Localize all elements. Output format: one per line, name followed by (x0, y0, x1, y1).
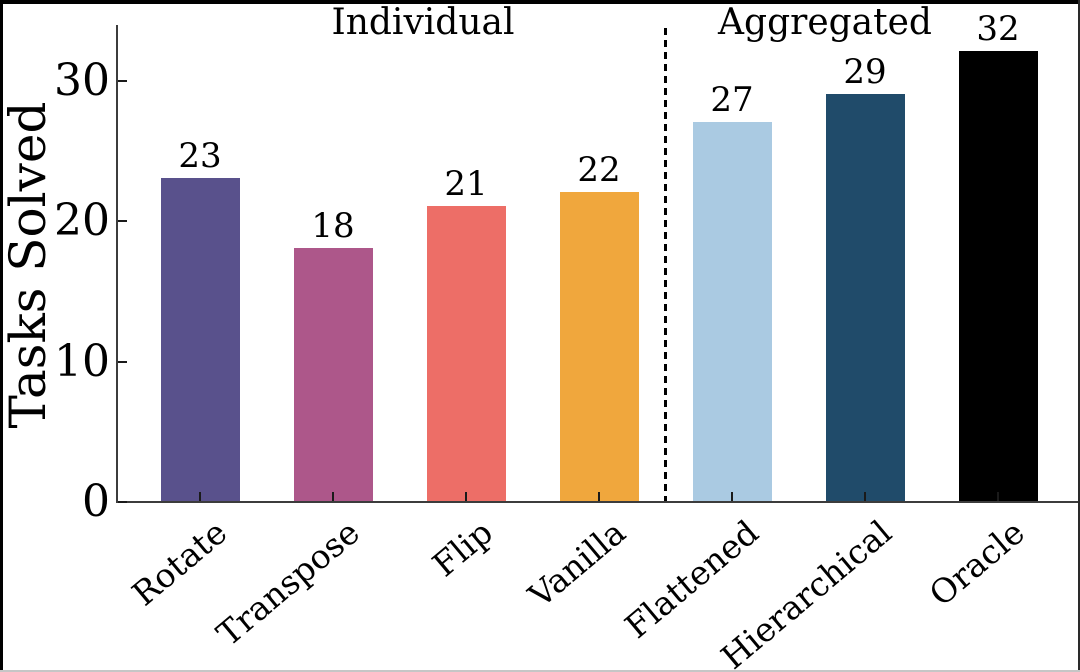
bar-flip (426, 206, 506, 501)
x-tick-label-flip: Flip (424, 512, 500, 585)
y-tick-mark-30 (118, 79, 127, 82)
bar-flattened (692, 122, 772, 501)
x-tick-label-rotate: Rotate (124, 512, 234, 614)
x-tick-label-oracle: Oracle (921, 512, 1032, 614)
bar-value-label-hierarchical: 29 (843, 52, 887, 92)
x-tick-mark-vanilla (598, 492, 600, 501)
x-axis-line (116, 501, 1078, 503)
bar-vanilla (559, 192, 639, 501)
bar-value-label-transpose: 18 (311, 206, 355, 246)
bar-oracle (958, 51, 1038, 501)
y-tick-mark-10 (118, 360, 127, 363)
y-axis-spine (116, 25, 118, 503)
x-tick-mark-oracle (997, 492, 999, 501)
window-border-left (0, 0, 3, 672)
bar-hierarchical (825, 94, 905, 501)
bar-value-label-oracle: 32 (976, 9, 1020, 49)
section-title-individual: Individual (331, 2, 515, 43)
x-tick-label-vanilla: Vanilla (521, 512, 633, 616)
y-tick-label-0: 0 (82, 476, 110, 527)
x-tick-mark-flattened (731, 492, 733, 501)
y-tick-label-20: 20 (54, 195, 110, 246)
group-separator-dashed-line (664, 28, 667, 501)
window-border-bottom (0, 670, 1080, 672)
bar-rotate (160, 178, 240, 501)
y-tick-label-10: 10 (54, 335, 110, 387)
x-tick-mark-flip (465, 492, 467, 501)
window-border-right (1078, 0, 1080, 672)
y-tick-label-30: 30 (54, 54, 110, 106)
x-tick-mark-transpose (332, 492, 334, 501)
x-tick-mark-rotate (199, 492, 201, 501)
section-title-aggregated: Aggregated (718, 2, 932, 43)
window-border-top (0, 0, 1080, 4)
bar-value-label-vanilla: 22 (577, 150, 621, 190)
y-tick-mark-0 (118, 501, 127, 503)
y-tick-mark-20 (118, 220, 127, 222)
bar-value-label-flip: 21 (444, 164, 488, 204)
bar-value-label-flattened: 27 (710, 80, 754, 120)
x-tick-mark-hierarchical (864, 492, 866, 501)
bar-value-label-rotate: 23 (178, 136, 222, 176)
x-tick-label-transpose: Transpose (209, 512, 367, 654)
bar-transpose (293, 248, 373, 501)
